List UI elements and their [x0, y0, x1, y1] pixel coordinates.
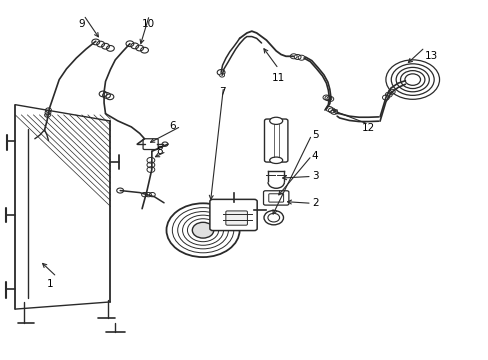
Text: 1: 1 [47, 279, 54, 289]
Circle shape [267, 213, 279, 222]
Text: 4: 4 [311, 150, 318, 161]
Ellipse shape [269, 117, 282, 125]
FancyBboxPatch shape [264, 119, 287, 162]
FancyBboxPatch shape [209, 199, 257, 230]
Text: 9: 9 [79, 19, 85, 29]
Text: 8: 8 [157, 146, 163, 156]
Text: 12: 12 [361, 123, 374, 133]
Circle shape [166, 203, 239, 257]
FancyBboxPatch shape [263, 191, 288, 205]
Text: 2: 2 [311, 198, 318, 208]
Circle shape [264, 211, 283, 225]
Text: 13: 13 [424, 51, 437, 61]
Text: 5: 5 [311, 130, 318, 140]
Text: 3: 3 [311, 171, 318, 181]
FancyBboxPatch shape [225, 211, 247, 225]
Text: 11: 11 [271, 73, 284, 83]
Text: 10: 10 [142, 19, 155, 29]
Circle shape [192, 222, 213, 238]
FancyBboxPatch shape [143, 139, 158, 149]
Circle shape [162, 142, 167, 146]
Text: 6: 6 [168, 121, 175, 131]
Circle shape [219, 73, 224, 77]
Ellipse shape [269, 157, 282, 163]
Circle shape [117, 188, 123, 193]
Circle shape [217, 69, 224, 75]
Text: 7: 7 [218, 87, 225, 97]
